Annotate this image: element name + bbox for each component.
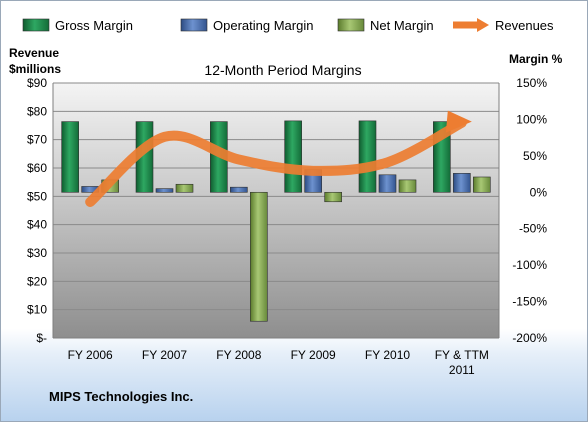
plot-area — [53, 83, 499, 338]
left-tick-label: $70 — [27, 133, 47, 147]
net-margin-bar — [175, 183, 194, 193]
x-tick-label: FY 2007 — [142, 348, 187, 362]
gross-margin-bar — [358, 120, 377, 193]
net-margin-bar — [473, 176, 491, 193]
gross-margin-legend-swatch — [22, 18, 50, 32]
right-tick-label: 150% — [516, 76, 547, 90]
x-tick-label: FY 2010 — [365, 348, 410, 362]
right-axis-title: Margin % — [509, 52, 563, 66]
net-margin-bar — [250, 191, 268, 322]
left-tick-label: $20 — [27, 274, 47, 288]
legend-label: Operating Margin — [213, 18, 313, 33]
left-tick-label: $- — [36, 331, 47, 345]
net-margin-bar — [324, 191, 342, 203]
legend-label: Gross Margin — [55, 18, 133, 33]
x-tick-label: FY 2009 — [291, 348, 336, 362]
revenues-line — [85, 117, 467, 207]
operating-margin-bar — [230, 186, 248, 193]
right-tick-label: -100% — [512, 258, 547, 272]
operating-margin-bar — [453, 173, 471, 193]
right-tick-label: -50% — [519, 222, 547, 236]
gross-margin-bar — [284, 120, 302, 193]
right-tick-label: 100% — [516, 112, 547, 126]
right-tick-label: -200% — [512, 331, 547, 345]
operating-margin-bar — [155, 188, 174, 193]
net-margin-bar — [398, 179, 417, 193]
left-tick-label: $30 — [27, 246, 47, 260]
left-axis-title-line2: $millions — [9, 62, 61, 76]
left-tick-label: $40 — [27, 218, 47, 232]
x-axis: FY 2006 FY 2007 FY 2008 FY 2009 FY 2010 FY & … — [68, 348, 489, 377]
left-tick-label: $90 — [27, 76, 47, 90]
x-tick-label: 2011 — [449, 363, 475, 377]
legend-label: Revenues — [495, 18, 554, 33]
x-tick-label: FY 2008 — [216, 348, 261, 362]
right-tick-label: 50% — [523, 149, 547, 163]
left-tick-label: $60 — [27, 161, 47, 175]
left-tick-label: $50 — [27, 189, 47, 203]
left-axis-title-line1: Revenue — [9, 46, 59, 60]
revenues-arrowhead — [445, 110, 472, 133]
legend-label: Net Margin — [370, 18, 434, 33]
company-name: MIPS Technologies Inc. — [49, 389, 194, 404]
revenues-legend-arrow — [477, 18, 489, 32]
right-tick-label: 0% — [530, 185, 548, 199]
operating-margin-bar — [378, 174, 397, 193]
left-axis: $- $10 $20 $30 $40 $50 $60 $70 $80 $90 — [27, 76, 500, 345]
gross-margin-bar — [61, 121, 79, 193]
left-tick-label: $80 — [27, 104, 47, 118]
chart-title: 12-Month Period Margins — [204, 62, 361, 78]
legend: Gross Margin Operating Margin Net Margin Re… — [22, 18, 554, 33]
right-axis: -200% -150% -100% -50% 0% 50% 100% 150% — [512, 76, 547, 345]
x-tick-label: FY & TTM — [435, 348, 489, 362]
operating-margin-legend-swatch — [180, 18, 208, 32]
right-tick-label: -150% — [512, 295, 547, 309]
left-tick-label: $10 — [27, 303, 47, 317]
x-tick-label: FY 2006 — [68, 348, 113, 362]
revenue-line-group — [85, 110, 472, 207]
net-margin-legend-swatch — [337, 18, 365, 32]
